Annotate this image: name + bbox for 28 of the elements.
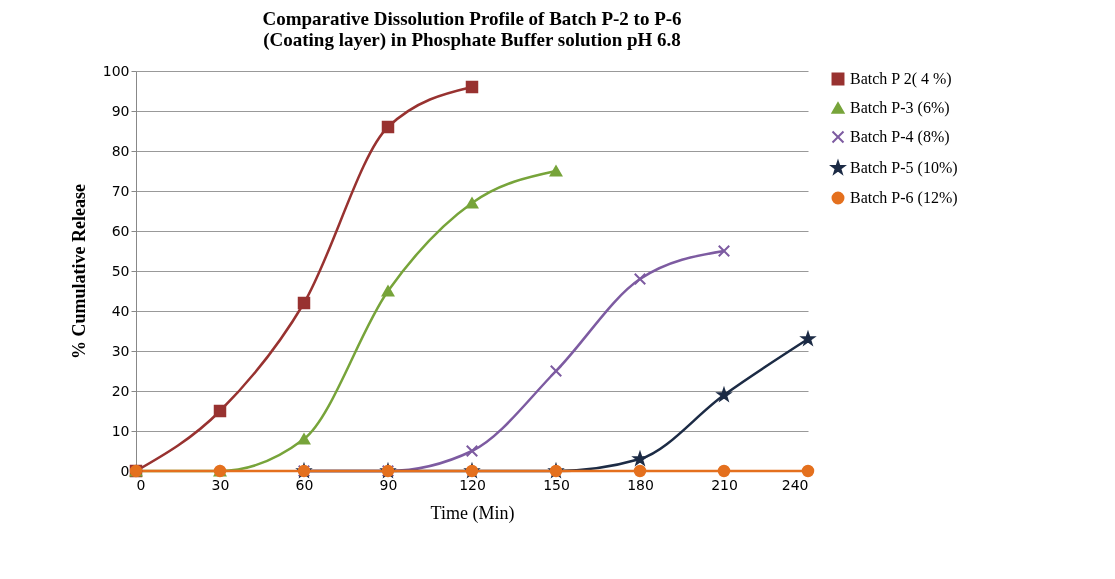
x-tick-label: 120	[459, 476, 486, 493]
y-tick-label: 30	[111, 342, 130, 359]
x-tick-label: 180	[627, 476, 654, 493]
legend-label: Batch P-3 (6%)	[850, 99, 950, 117]
x-tick-label: 0	[136, 476, 146, 493]
x-tick-label: 150	[543, 476, 570, 493]
legend-label: Batch P-5 (10%)	[850, 159, 958, 177]
x-axis-title: Time (Min)	[430, 502, 515, 524]
y-tick-label: 0	[120, 462, 130, 479]
x-tick-label: 240	[781, 476, 809, 493]
legend-label: Batch P-6 (12%)	[850, 189, 958, 207]
y-tick-label: 50	[111, 262, 130, 279]
y-tick-label: 100	[102, 62, 130, 79]
y-tick-label: 40	[111, 302, 130, 319]
chart-title: Comparative Dissolution Profile of Batch P-2 to P-6 (Coating layer) in Phosphate Buffer solution pH 6.8	[262, 8, 682, 51]
y-tick-label: 60	[111, 222, 130, 239]
legend-label: Batch P-4 (8%)	[850, 128, 950, 146]
x-tick-label: 210	[711, 476, 738, 493]
y-tick-label: 70	[111, 182, 130, 199]
y-tick-label: 80	[111, 142, 130, 159]
y-tick-label: 20	[111, 382, 130, 399]
legend-label: Batch P 2( 4 %)	[850, 70, 952, 88]
x-tick-label: 90	[379, 476, 398, 493]
y-axis-title: % Cumulative Release	[68, 184, 89, 359]
y-tick-label: 10	[111, 422, 130, 439]
x-tick-label: 60	[295, 476, 314, 493]
y-tick-label: 90	[111, 102, 130, 119]
x-tick-label: 30	[211, 476, 230, 493]
